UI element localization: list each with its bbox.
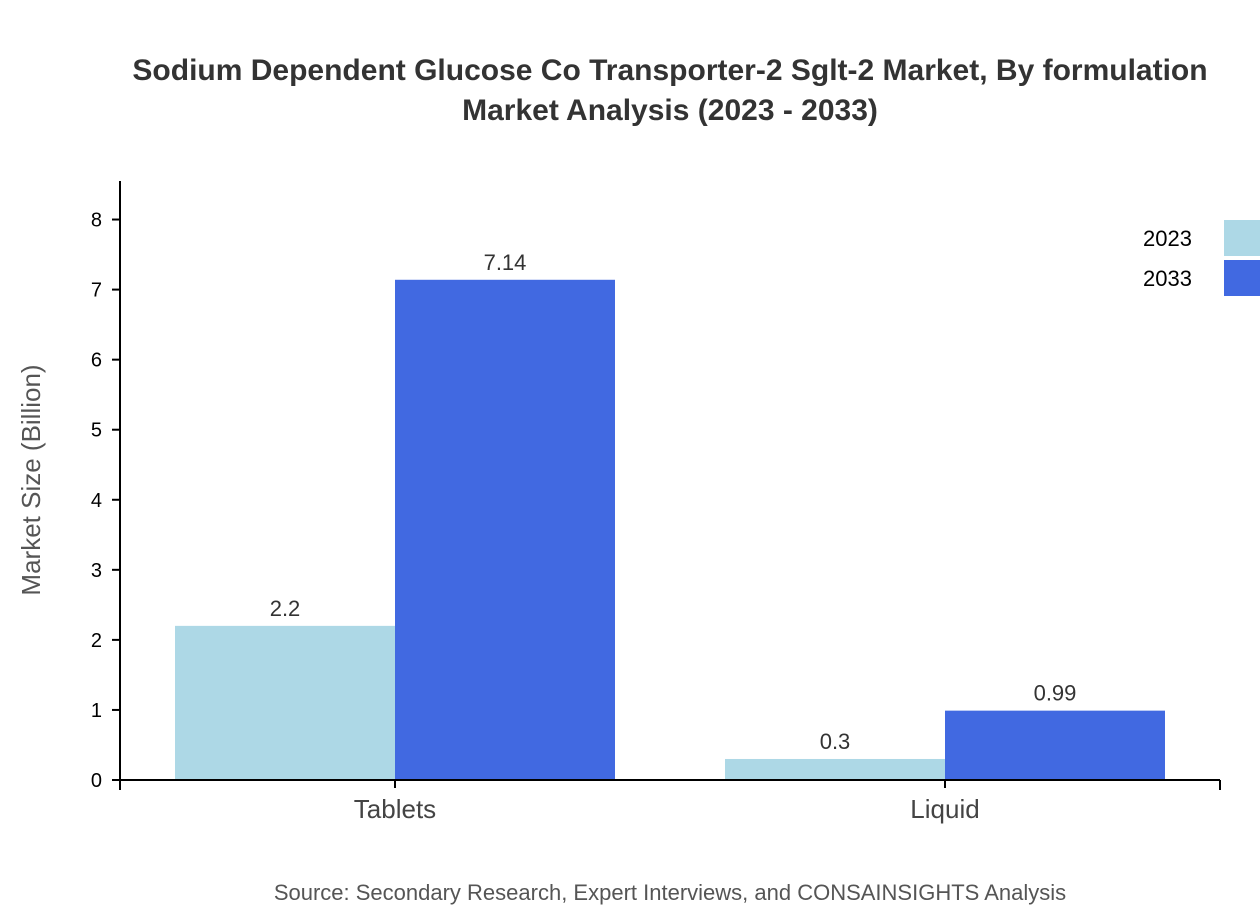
bar-tablets-2033 <box>395 279 615 780</box>
y-axis: 0 1 2 3 4 5 6 7 8 <box>91 181 121 792</box>
y-tick-label-2: 2 <box>91 630 102 652</box>
x-axis: Tablets Liquid <box>119 779 1221 824</box>
x-tick-label-liquid: Liquid <box>910 794 979 824</box>
x-tick-label-tablets: Tablets <box>354 794 436 824</box>
data-label-liquid-2033: 0.99 <box>1034 681 1077 706</box>
bar-tablets-2023 <box>175 625 395 780</box>
legend-label-2033: 2033 <box>1143 266 1192 291</box>
data-label-liquid-2023: 0.3 <box>820 729 851 754</box>
y-tick-label-6: 6 <box>91 350 102 372</box>
y-tick-label-3: 3 <box>91 560 102 582</box>
legend-swatch-2033 <box>1224 260 1260 296</box>
y-tick-label-5: 5 <box>91 420 102 442</box>
bars-group <box>175 279 1165 780</box>
y-axis-label: Market Size (Billion) <box>16 364 46 595</box>
bar-liquid-2033 <box>945 710 1165 780</box>
bar-liquid-2023 <box>725 758 945 780</box>
data-label-tablets-2033: 7.14 <box>484 250 527 275</box>
y-tick-label-7: 7 <box>91 280 102 302</box>
legend: 2023 2033 <box>1143 220 1260 296</box>
chart-title-line-1: Sodium Dependent Glucose Co Transporter-… <box>132 54 1207 87</box>
chart-title-line-2: Market Analysis (2023 - 2033) <box>462 94 878 127</box>
legend-label-2023: 2023 <box>1143 226 1192 251</box>
source-note: Source: Secondary Research, Expert Inter… <box>274 880 1066 905</box>
data-labels-group: 2.2 7.14 0.3 0.99 <box>270 250 1077 754</box>
legend-swatch-2023 <box>1224 220 1260 256</box>
y-tick-label-1: 1 <box>91 700 102 722</box>
y-tick-label-4: 4 <box>91 490 102 512</box>
data-label-tablets-2023: 2.2 <box>270 596 301 621</box>
y-tick-label-0: 0 <box>91 770 102 792</box>
y-tick-label-8: 8 <box>91 210 102 232</box>
